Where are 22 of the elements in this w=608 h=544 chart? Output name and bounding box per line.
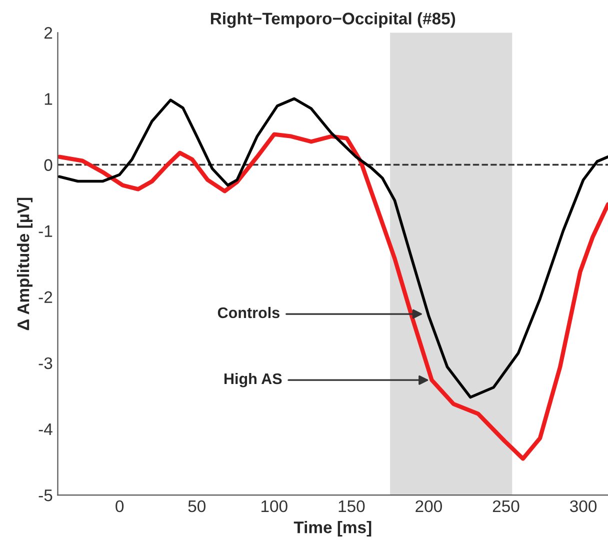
y-tick-label: -3 <box>38 357 52 370</box>
annotation: Controls <box>218 306 280 318</box>
line-series <box>58 132 608 461</box>
x-tick-label: 100 <box>262 500 288 512</box>
x-axis-title: Time [ms] <box>294 520 372 537</box>
annotation: High AS <box>224 372 282 388</box>
y-tick-label: -4 <box>38 424 52 436</box>
x-tick-label: 150 <box>338 500 365 512</box>
y-tick-label: -1 <box>38 225 52 237</box>
y-tick-label: -2 <box>38 291 52 303</box>
y-axis-title: Δ Amplitude [µV] <box>16 198 33 330</box>
line-series <box>58 97 608 399</box>
x-tick-label: 0 <box>116 500 124 512</box>
x-tick-label: 250 <box>492 500 520 512</box>
x-tick-label: 50 <box>188 500 206 512</box>
y-tick-label: 1 <box>44 93 52 105</box>
y-tick-label: 2 <box>44 27 52 39</box>
y-tick-label: -5 <box>38 490 52 502</box>
chart-title: Right−Temporo−Occipital (#85) <box>210 12 456 28</box>
x-tick-label: 300 <box>570 500 597 512</box>
y-tick-label: 0 <box>44 159 52 171</box>
x-tick-label: 200 <box>416 500 442 512</box>
